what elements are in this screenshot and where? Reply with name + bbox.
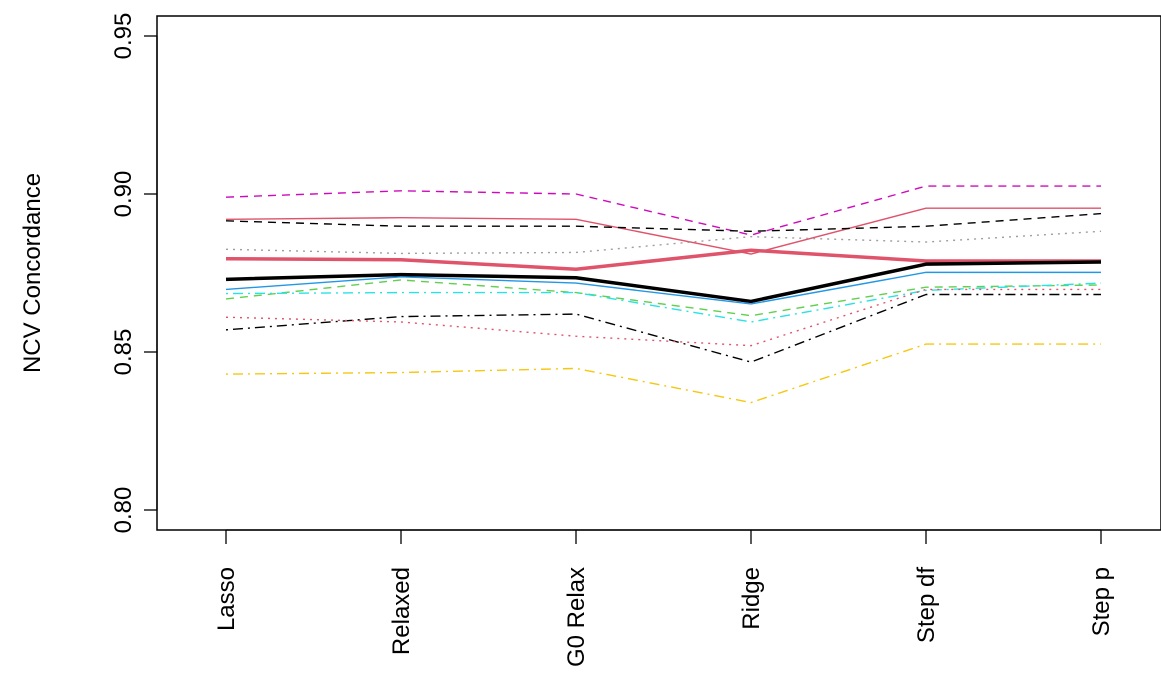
series-line-11: [225, 288, 1101, 347]
x-axis: Lasso Relaxed G0 Relax Ridge Step df Step p: [213, 529, 1115, 667]
series-line-1: [225, 185, 1101, 236]
y-axis: 0.80 0.85 0.90 0.95: [110, 13, 158, 534]
x-tick-label: Step p: [1088, 567, 1115, 636]
y-axis-label: NCV Concordance: [19, 173, 46, 373]
y-tick-label: 0.85: [110, 329, 137, 376]
series-line-3: [225, 212, 1102, 232]
series-line-6: [225, 260, 1102, 304]
series-line-4: [225, 230, 1102, 255]
x-tick-label: Lasso: [213, 567, 240, 631]
series-line-5: [225, 248, 1101, 271]
y-tick-label: 0.90: [110, 171, 137, 218]
x-tick-label: Step df: [913, 567, 940, 643]
series-layer: [225, 185, 1102, 404]
x-tick-label: Relaxed: [388, 567, 415, 655]
x-tick-label: G0 Relax: [563, 567, 590, 667]
y-tick-label: 0.95: [110, 13, 137, 60]
y-tick-label: 0.80: [110, 487, 137, 534]
series-line-9: [225, 282, 1102, 323]
series-line-10: [225, 293, 1101, 363]
x-tick-label: Ridge: [738, 567, 765, 630]
series-line-7: [225, 271, 1101, 305]
series-line-8: [225, 279, 1102, 317]
series-line-12: [225, 343, 1101, 404]
series-line-2: [225, 207, 1101, 255]
